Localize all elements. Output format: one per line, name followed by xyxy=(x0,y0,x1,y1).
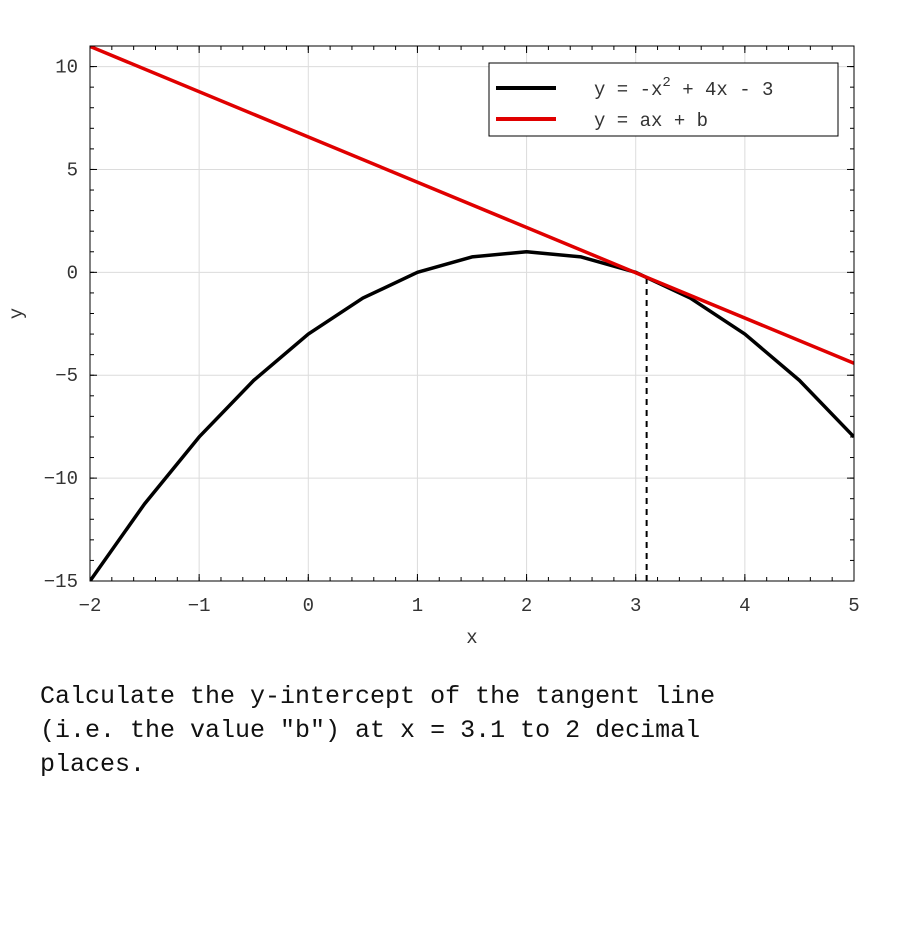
x-tick-label: 1 xyxy=(412,595,423,617)
y-tick-label: −5 xyxy=(55,365,78,387)
x-tick-label: 3 xyxy=(630,595,641,617)
legend-entry: y = ax + b xyxy=(594,110,708,132)
x-tick-label: 4 xyxy=(739,595,750,617)
legend-entry-part: y = -x xyxy=(594,79,662,101)
y-tick-label: 10 xyxy=(55,57,78,79)
parabola-series xyxy=(90,250,854,581)
x-tick-label: −1 xyxy=(188,595,211,617)
legend-entry-part: 2 xyxy=(662,75,670,91)
y-axis-label: y xyxy=(6,308,28,319)
legend: y = -x2 + 4x - 3 y = ax + b xyxy=(488,62,839,137)
legend-entry-part: y = ax + b xyxy=(594,110,708,132)
tangent-line-series xyxy=(90,46,854,365)
y-tick-label: −10 xyxy=(44,468,78,490)
x-tick-label: 2 xyxy=(521,595,532,617)
x-tick-label: 0 xyxy=(303,595,314,617)
x-tick-label: 5 xyxy=(848,595,859,617)
x-tick-label: −2 xyxy=(79,595,102,617)
legend-entry: y = -x2 + 4x - 3 xyxy=(594,75,773,101)
x-axis-label: x xyxy=(466,627,477,649)
y-tick-label: 0 xyxy=(67,262,78,284)
axis-ticks xyxy=(89,45,855,582)
question-text: Calculate the y-intercept of the tangent… xyxy=(40,682,716,779)
legend-box xyxy=(488,62,839,137)
y-tick-label: −15 xyxy=(44,571,78,593)
plot-area xyxy=(90,46,854,581)
legend-entry-part: + 4x - 3 xyxy=(671,79,774,101)
y-tick-label: 5 xyxy=(67,159,78,181)
